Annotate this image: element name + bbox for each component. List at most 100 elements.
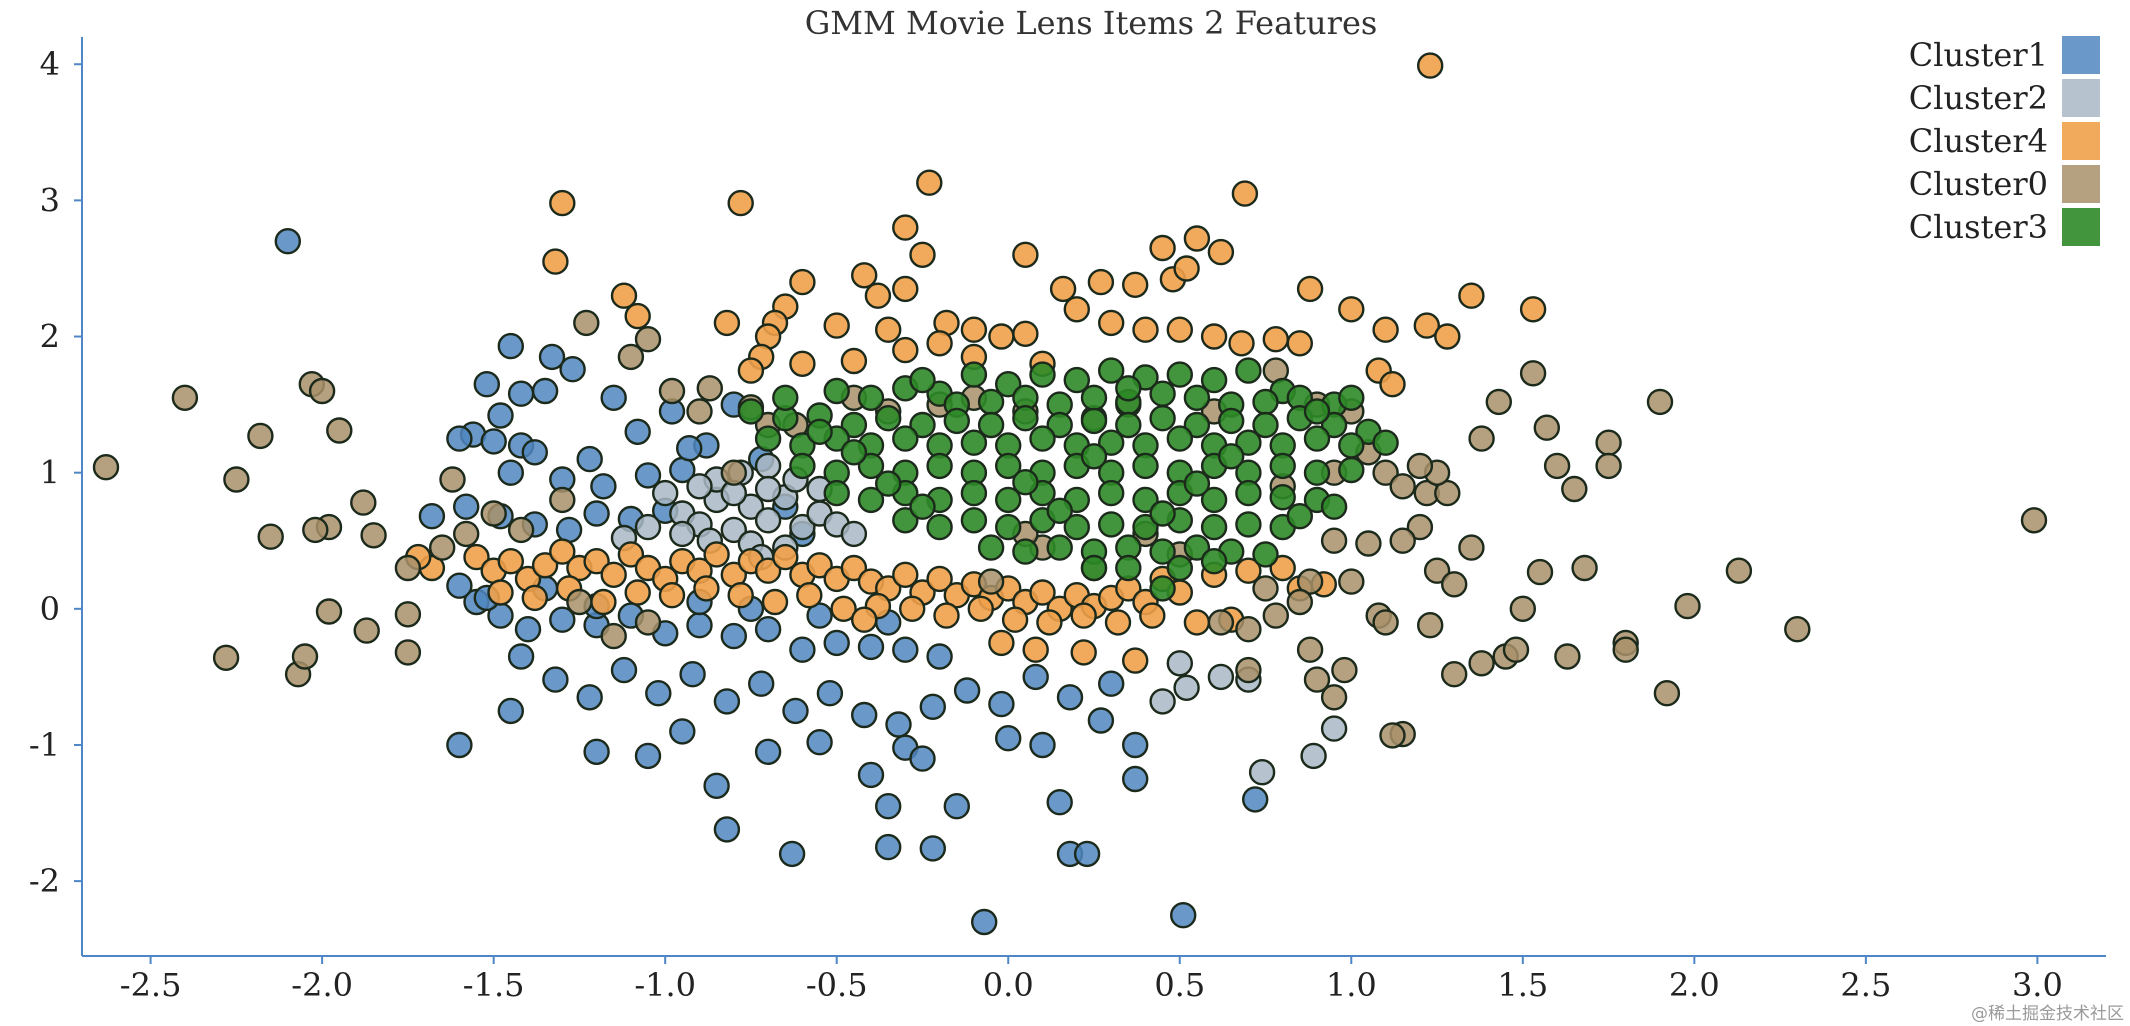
data-point (1646, 388, 1674, 416)
data-point (583, 548, 610, 575)
data-point (713, 309, 741, 337)
data-point (573, 309, 600, 337)
data-point (1132, 316, 1159, 343)
data-point (943, 407, 970, 435)
data-point (531, 377, 559, 405)
data-point (1725, 557, 1753, 584)
data-point (1269, 452, 1296, 480)
data-point (1269, 554, 1296, 582)
data-point (223, 466, 250, 493)
data-point (926, 452, 953, 480)
data-point (789, 452, 816, 480)
data-point (823, 312, 850, 339)
legend-swatch (2062, 165, 2100, 203)
data-point (967, 595, 994, 622)
data-point (1320, 411, 1348, 439)
data-point (1097, 670, 1125, 697)
data-point (1022, 663, 1049, 691)
data-point (1207, 609, 1235, 636)
legend-label: Cluster2 (1909, 79, 2048, 117)
data-point (600, 622, 627, 650)
data-point (816, 680, 844, 707)
data-point (806, 602, 833, 629)
data-point (720, 516, 747, 544)
data-point (583, 738, 610, 765)
data-point (1434, 323, 1461, 350)
data-point (851, 606, 878, 633)
data-point (926, 565, 953, 593)
data-point (1653, 680, 1681, 707)
data-point (1338, 384, 1365, 411)
y-tick-label: 3 (40, 181, 60, 219)
data-point (1166, 316, 1194, 343)
legend-swatch (2062, 36, 2100, 74)
data-point (634, 326, 662, 353)
data-point (823, 377, 850, 405)
data-point (1029, 731, 1056, 759)
y-tick-label: -2 (29, 862, 60, 900)
data-point (2020, 507, 2048, 534)
data-point (1533, 414, 1561, 441)
data-point (857, 452, 885, 480)
data-point (1070, 639, 1097, 666)
data-point (1320, 493, 1348, 520)
data-point (617, 541, 645, 568)
data-point (960, 316, 988, 343)
data-point (1166, 425, 1194, 452)
data-point (1235, 357, 1262, 384)
data-point (1440, 661, 1468, 688)
data-point (875, 316, 902, 343)
y-tick-label: -1 (29, 726, 60, 764)
data-point (1303, 459, 1331, 486)
watermark: @稀土掘金技术社区 (1971, 1004, 2124, 1024)
data-point (971, 908, 998, 936)
data-point (1595, 429, 1622, 456)
data-point (1543, 452, 1571, 480)
data-point (1080, 407, 1108, 435)
data-point (953, 677, 981, 704)
data-point (977, 411, 1005, 439)
data-point (761, 588, 789, 616)
data-point (1149, 500, 1176, 527)
data-point (1097, 357, 1125, 384)
data-point (754, 557, 782, 584)
data-point (1046, 411, 1073, 439)
data-point (1173, 255, 1200, 282)
data-point (1286, 503, 1314, 530)
data-point (1149, 538, 1176, 565)
data-point (1338, 296, 1365, 323)
data-point (658, 377, 686, 405)
data-point (806, 729, 833, 756)
data-point (995, 486, 1022, 514)
data-point (1012, 320, 1039, 347)
data-point (727, 189, 754, 217)
data-point (610, 282, 638, 309)
data-point (823, 479, 850, 507)
data-point (600, 384, 627, 411)
data-point (909, 366, 936, 394)
data-point (1235, 429, 1262, 456)
data-point (909, 493, 936, 520)
data-point (1252, 411, 1279, 439)
data-point (892, 636, 919, 663)
data-point (748, 670, 775, 697)
data-point (919, 693, 946, 720)
data-point (995, 725, 1022, 752)
data-point (1372, 459, 1399, 486)
data-point (796, 582, 823, 609)
x-tick-label: 0.5 (1154, 966, 1205, 1004)
data-point (713, 688, 741, 715)
data-point (1200, 548, 1228, 575)
data-point (1121, 271, 1149, 298)
data-point (686, 398, 713, 425)
data-point (892, 275, 919, 303)
data-point (487, 579, 514, 606)
series-cluster4 (405, 52, 1547, 674)
data-point (1554, 643, 1581, 670)
data-point (772, 543, 799, 571)
data-point (840, 439, 868, 466)
data-point (429, 534, 456, 561)
data-point (1056, 684, 1084, 711)
data-point (446, 731, 473, 759)
